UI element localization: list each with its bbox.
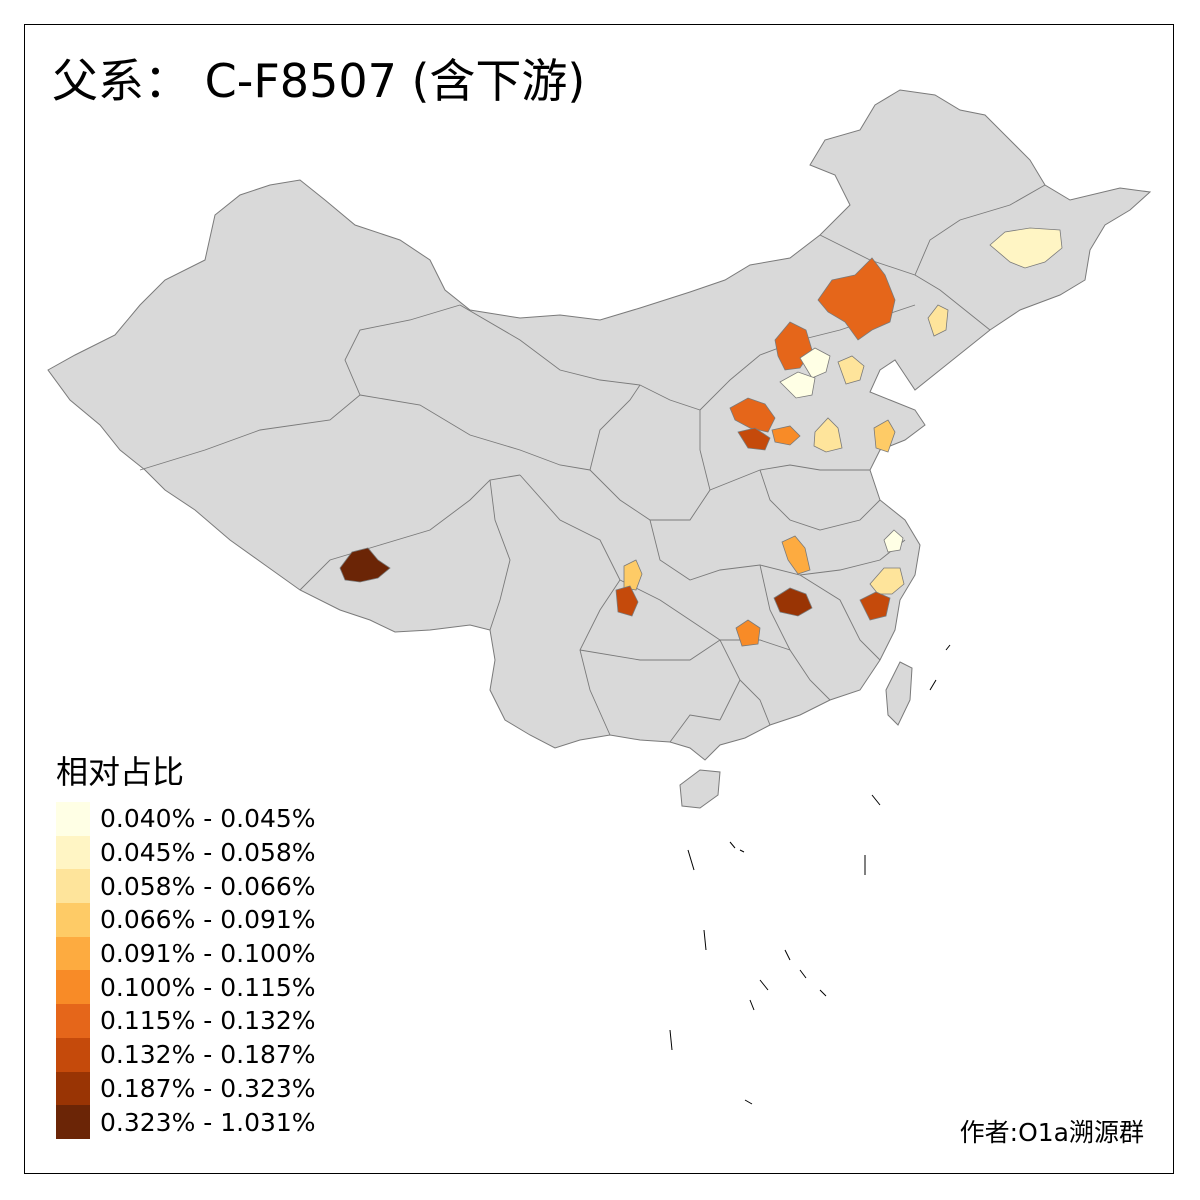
region-shandong (873, 419, 896, 453)
legend-title: 相对占比 (56, 753, 185, 791)
region-sichuan-southwest (615, 585, 639, 617)
region-jilin (927, 304, 949, 337)
legend-item: 0.115% - 0.132% (56, 1004, 316, 1038)
region-hebei-central (779, 371, 816, 399)
legend-swatch (56, 970, 90, 1005)
region-hebei-south (813, 417, 843, 453)
legend-label: 0.066% - 0.091% (100, 905, 316, 935)
region-anhui (781, 535, 811, 575)
legend-label: 0.187% - 0.323% (100, 1073, 316, 1103)
legend-item: 0.066% - 0.091% (56, 903, 316, 937)
legend-rows: 0.040% - 0.045% 0.045% - 0.058% 0.058% - 0… (56, 802, 316, 1139)
legend-label: 0.115% - 0.132% (100, 1006, 316, 1036)
region-hebei-east (837, 355, 865, 385)
legend-item: 0.091% - 0.100% (56, 936, 316, 971)
legend-item: 0.187% - 0.323% (56, 1071, 316, 1106)
legend-swatch (56, 1105, 90, 1139)
region-hunan (735, 619, 761, 647)
legend-item: 0.045% - 0.058% (56, 835, 316, 870)
legend-swatch (56, 1037, 90, 1072)
legend-swatch (56, 936, 90, 971)
region-zhejiang-south (859, 591, 891, 621)
region-xilingol (817, 257, 896, 341)
legend-item: 0.040% - 0.045% (56, 802, 316, 836)
legend-swatch (56, 802, 90, 836)
taiwan-island (885, 661, 913, 726)
legend-swatch (56, 1071, 90, 1106)
land-base (47, 89, 1152, 809)
legend: 相对占比 0.040% - 0.045% 0.045% - 0.058% 0.058… (56, 756, 316, 1139)
author-credit: 作者:O1a溯源群 (959, 1118, 1144, 1147)
legend-item: 0.132% - 0.187% (56, 1037, 316, 1072)
legend-label: 0.040% - 0.045% (100, 804, 316, 834)
region-shigatse (339, 547, 391, 583)
hainan-island (679, 769, 721, 809)
legend-swatch (56, 835, 90, 870)
province-borders (139, 184, 1046, 743)
legend-swatch (56, 903, 90, 937)
legend-swatch (56, 1004, 90, 1038)
legend-label: 0.058% - 0.066% (100, 871, 316, 901)
region-shanxi-east (771, 425, 801, 446)
region-shanxi-south (737, 427, 771, 451)
region-beijing (799, 347, 831, 379)
legend-label: 0.091% - 0.100% (100, 939, 316, 969)
legend-label: 0.045% - 0.058% (100, 838, 316, 868)
south-sea-islands (669, 644, 951, 1105)
region-jiangxi-north (773, 587, 813, 617)
region-jiangsu (883, 529, 904, 553)
legend-swatch (56, 869, 90, 904)
region-shanxi-central (729, 397, 776, 433)
legend-item: 0.100% - 0.115% (56, 970, 316, 1005)
legend-item: 0.323% - 1.031% (56, 1105, 316, 1139)
region-jiamusi (989, 227, 1063, 269)
legend-label: 0.100% - 0.115% (100, 972, 316, 1002)
legend-item: 0.058% - 0.066% (56, 869, 316, 904)
legend-label: 0.323% - 1.031% (100, 1107, 316, 1137)
map-title: 父系： C-F8507 (含下游) (52, 54, 586, 108)
region-sichuan-west (623, 559, 643, 591)
legend-label: 0.132% - 0.187% (100, 1040, 316, 1070)
mainland-china (47, 89, 1152, 761)
